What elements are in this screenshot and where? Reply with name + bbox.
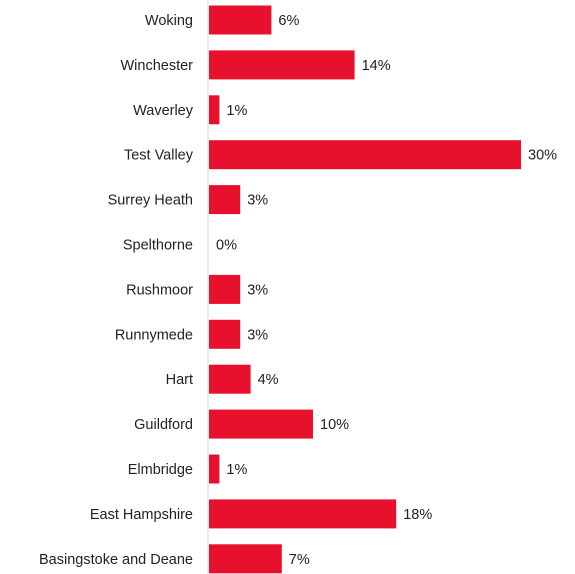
bar-woking (209, 5, 272, 35)
bar-guildford (209, 409, 313, 439)
category-label-elmbridge: Elmbridge (128, 462, 193, 478)
bar-hart (209, 364, 251, 394)
category-label-guildford: Guildford (134, 417, 193, 433)
value-label-runnymede: 3% (247, 327, 268, 343)
value-label-test-valley: 30% (528, 148, 557, 164)
category-labels: Woking Winchester Waverley Test Valley Surre… (39, 13, 194, 568)
value-label-rushmoor: 3% (247, 282, 268, 298)
value-label-guildford: 10% (320, 417, 349, 433)
bar-runnymede (209, 319, 241, 349)
value-label-waverley: 1% (226, 103, 247, 119)
bar-basingstoke-and-deane (209, 544, 282, 574)
value-label-east-hampshire: 18% (403, 507, 432, 523)
category-label-hart: Hart (166, 372, 193, 388)
bar-east-hampshire (209, 499, 397, 529)
bar-waverley (209, 95, 220, 125)
bars (209, 5, 521, 574)
category-label-waverley: Waverley (133, 103, 194, 119)
category-label-runnymede: Runnymede (115, 327, 193, 343)
bar-test-valley (209, 140, 521, 170)
bar-winchester (209, 50, 355, 80)
bar-surrey-heath (209, 185, 241, 215)
bar-elmbridge (209, 454, 220, 484)
value-label-spelthorne: 0% (216, 238, 237, 254)
value-label-winchester: 14% (362, 58, 391, 74)
category-label-rushmoor: Rushmoor (126, 282, 193, 298)
category-label-woking: Woking (145, 13, 193, 29)
category-label-spelthorne: Spelthorne (123, 238, 193, 254)
value-label-hart: 4% (258, 372, 279, 388)
value-label-surrey-heath: 3% (247, 193, 268, 209)
category-label-surrey-heath: Surrey Heath (108, 193, 193, 209)
value-label-basingstoke-and-deane: 7% (289, 552, 310, 568)
value-labels: 6% 14% 1% 30% 3% 0% 3% 3% 4% 10% 1% 18% 7% (216, 13, 557, 568)
value-label-woking: 6% (278, 13, 299, 29)
category-label-east-hampshire: East Hampshire (90, 507, 193, 523)
value-label-elmbridge: 1% (226, 462, 247, 478)
category-label-test-valley: Test Valley (124, 148, 194, 164)
bar-rushmoor (209, 274, 241, 304)
category-label-winchester: Winchester (120, 58, 193, 74)
category-label-basingstoke-and-deane: Basingstoke and Deane (39, 552, 193, 568)
